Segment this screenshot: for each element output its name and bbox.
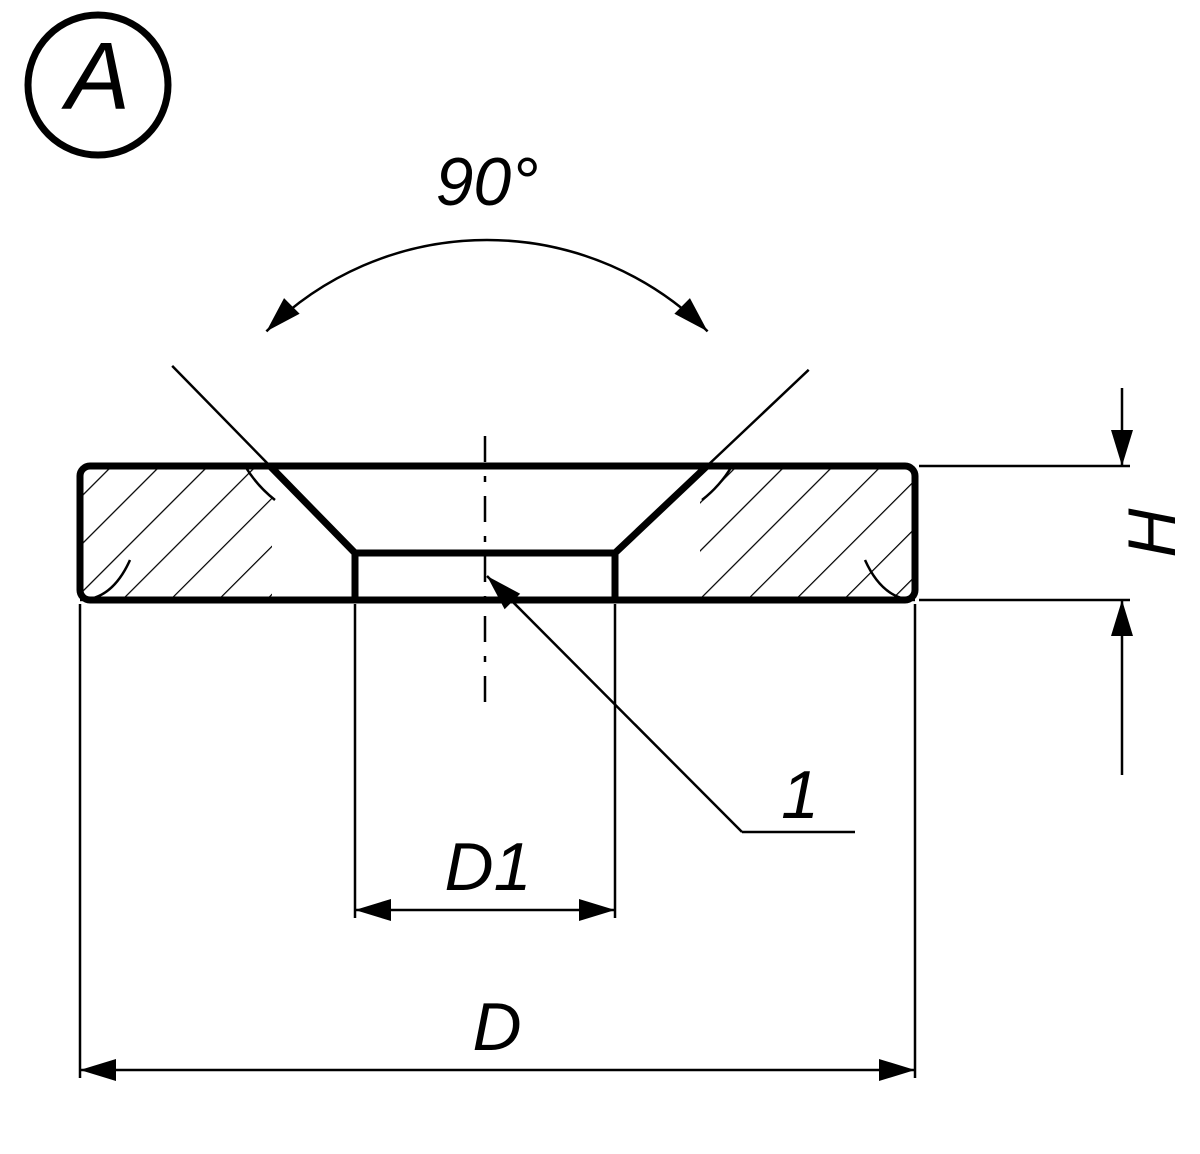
dim-angle-label: 90° (436, 144, 539, 220)
section-hatch-right (700, 468, 913, 598)
dim-angle-arc (266, 240, 707, 331)
ref-1-label: 1 (781, 757, 819, 833)
svg-text:A: A (61, 23, 130, 130)
section-hatch-left (82, 468, 272, 598)
dim-d-label: D (472, 989, 521, 1065)
view-label-a: A (28, 15, 168, 155)
dim-d1-label: D1 (445, 829, 532, 905)
dim-h-label: H (1114, 508, 1190, 558)
